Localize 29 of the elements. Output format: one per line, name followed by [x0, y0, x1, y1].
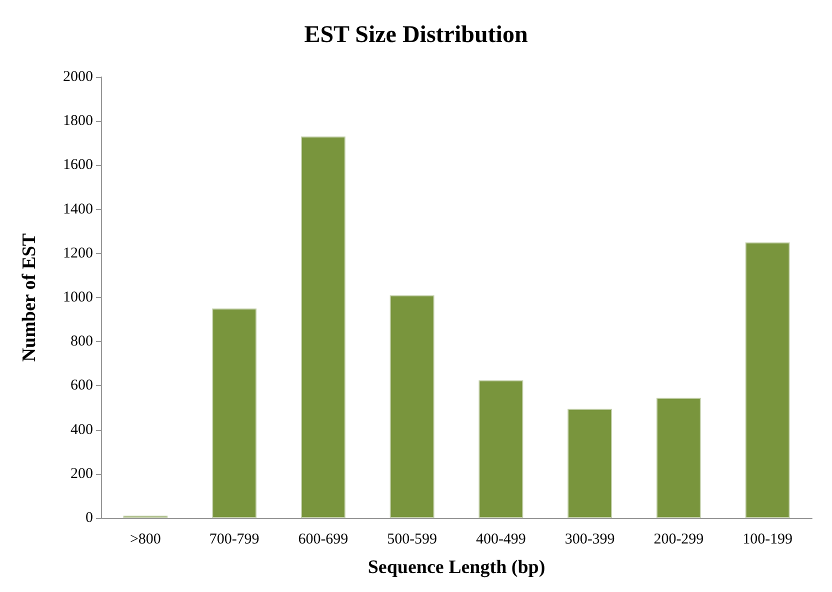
bar: [300, 136, 346, 518]
x-tick-label: 400-499: [476, 532, 526, 548]
y-tick-label: 1400: [63, 201, 93, 218]
chart-title: EST Size Distribution: [304, 22, 528, 48]
y-tick-label: 1600: [63, 157, 93, 174]
y-tick-label: 400: [70, 422, 93, 438]
x-tick-label: 200-299: [654, 532, 704, 548]
x-tick-label: 300-399: [564, 532, 615, 548]
y-tick-label: 1200: [63, 245, 93, 262]
bar: [656, 398, 701, 518]
y-tick-label: 800: [70, 334, 93, 350]
y-tick-label: 1000: [63, 290, 93, 306]
x-tick-label: 100-199: [742, 532, 793, 548]
y-tick-label: 1800: [63, 113, 93, 130]
bar: [568, 408, 612, 518]
x-tick-label: 600-699: [298, 532, 348, 548]
y-tick-label: 600: [70, 378, 93, 394]
bar: [745, 242, 790, 518]
bar: [212, 308, 257, 518]
y-tick-label: 2000: [63, 69, 93, 85]
bar: [390, 295, 434, 518]
x-axis-title: Sequence Length (bp): [368, 557, 546, 578]
x-tick-label: >800: [130, 532, 161, 548]
y-tick-label: 0: [86, 510, 93, 526]
bar: [478, 380, 524, 518]
x-tick-label: 500-599: [387, 532, 438, 548]
y-tick-label: 200: [70, 466, 93, 482]
y-axis-title: Number of EST: [19, 232, 40, 362]
x-tick-label: 700-799: [209, 532, 260, 548]
